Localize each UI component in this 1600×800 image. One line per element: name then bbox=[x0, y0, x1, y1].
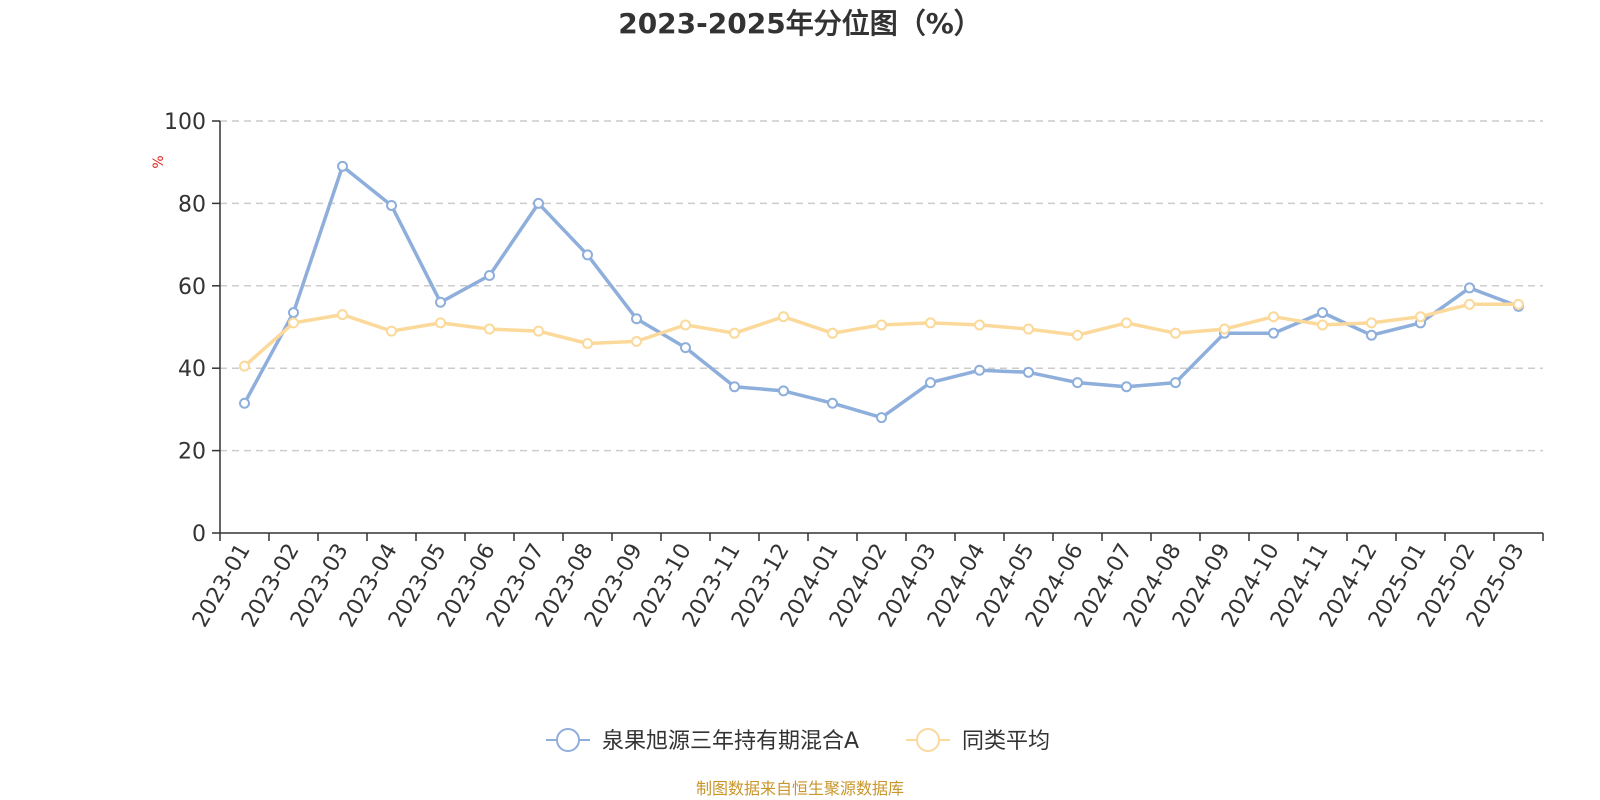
data-point-b[interactable] bbox=[1072, 329, 1083, 341]
legend-label-series-a: 泉果旭源三年持有期混合A bbox=[602, 729, 859, 754]
gridlines bbox=[220, 120, 1543, 452]
data-point-a[interactable] bbox=[533, 197, 544, 209]
data-point-a[interactable] bbox=[729, 381, 740, 393]
data-point-a[interactable] bbox=[1317, 307, 1328, 319]
data-point-b[interactable] bbox=[288, 317, 299, 329]
data-point-a[interactable] bbox=[386, 199, 397, 211]
data-point-a[interactable] bbox=[1170, 377, 1181, 389]
data-point-b[interactable] bbox=[1219, 323, 1230, 335]
data-point-b[interactable] bbox=[1121, 317, 1132, 329]
data-point-b[interactable] bbox=[680, 319, 691, 331]
data-point-a[interactable] bbox=[1023, 366, 1034, 378]
data-point-a[interactable] bbox=[974, 364, 985, 376]
data-point-b[interactable] bbox=[1415, 311, 1426, 323]
y-axis-ticks: 0 20 40 60 80 100 bbox=[164, 110, 220, 547]
data-point-b[interactable] bbox=[1170, 327, 1181, 339]
data-point-b[interactable] bbox=[533, 325, 544, 337]
data-point-a[interactable] bbox=[1072, 377, 1083, 389]
legend-item-series-b[interactable]: 同类平均 bbox=[906, 728, 1050, 754]
y-tick-label: 40 bbox=[178, 357, 206, 382]
data-point-a[interactable] bbox=[680, 342, 691, 354]
data-point-a[interactable] bbox=[631, 313, 642, 325]
data-point-a[interactable] bbox=[337, 160, 348, 172]
data-point-a[interactable] bbox=[239, 397, 250, 409]
data-point-a[interactable] bbox=[435, 296, 446, 308]
data-source-note: 制图数据来自恒生聚源数据库 bbox=[696, 779, 904, 798]
data-point-a[interactable] bbox=[925, 377, 936, 389]
data-point-b[interactable] bbox=[582, 337, 593, 349]
data-point-a[interactable] bbox=[1464, 282, 1475, 294]
data-point-b[interactable] bbox=[925, 317, 936, 329]
data-point-b[interactable] bbox=[435, 317, 446, 329]
data-point-a[interactable] bbox=[1268, 327, 1279, 339]
data-point-b[interactable] bbox=[1023, 323, 1034, 335]
data-point-a[interactable] bbox=[876, 412, 887, 424]
x-axis-ticks: 2023-012023-022023-032023-042023-052023-… bbox=[188, 533, 1544, 632]
data-point-b[interactable] bbox=[1366, 317, 1377, 329]
data-point-b[interactable] bbox=[876, 319, 887, 331]
y-tick-label: 100 bbox=[164, 110, 206, 135]
y-tick-label: 60 bbox=[178, 275, 206, 300]
data-point-b[interactable] bbox=[1464, 298, 1475, 310]
data-point-b[interactable] bbox=[827, 327, 838, 339]
data-point-a[interactable] bbox=[778, 385, 789, 397]
data-point-a[interactable] bbox=[827, 397, 838, 409]
legend[interactable]: 泉果旭源三年持有期混合A 同类平均 bbox=[546, 728, 1050, 754]
data-point-a[interactable] bbox=[1121, 381, 1132, 393]
y-tick-label: 20 bbox=[178, 440, 206, 465]
legend-circle-icon bbox=[916, 728, 940, 752]
axes bbox=[219, 121, 1543, 534]
y-tick-label: 80 bbox=[178, 192, 206, 217]
data-point-a[interactable] bbox=[288, 307, 299, 319]
data-point-b[interactable] bbox=[337, 309, 348, 321]
chart-title: 2023-2025年分位图（%） bbox=[618, 7, 982, 40]
data-point-b[interactable] bbox=[239, 360, 250, 372]
data-point-b[interactable] bbox=[1317, 319, 1328, 331]
legend-item-series-a[interactable]: 泉果旭源三年持有期混合A bbox=[546, 728, 859, 754]
series-layer bbox=[239, 160, 1524, 424]
data-point-b[interactable] bbox=[974, 319, 985, 331]
legend-label-series-b: 同类平均 bbox=[962, 729, 1050, 754]
y-tick-label: 0 bbox=[192, 522, 206, 547]
data-point-b[interactable] bbox=[1268, 311, 1279, 323]
y-axis-unit: % bbox=[151, 155, 167, 168]
data-point-b[interactable] bbox=[1513, 298, 1524, 310]
data-point-b[interactable] bbox=[778, 311, 789, 323]
data-point-a[interactable] bbox=[582, 249, 593, 261]
legend-circle-icon bbox=[556, 728, 580, 752]
data-point-a[interactable] bbox=[1366, 329, 1377, 341]
data-point-b[interactable] bbox=[386, 325, 397, 337]
data-point-b[interactable] bbox=[484, 323, 495, 335]
data-point-b[interactable] bbox=[729, 327, 740, 339]
data-point-b[interactable] bbox=[631, 335, 642, 347]
data-point-a[interactable] bbox=[484, 270, 495, 281]
